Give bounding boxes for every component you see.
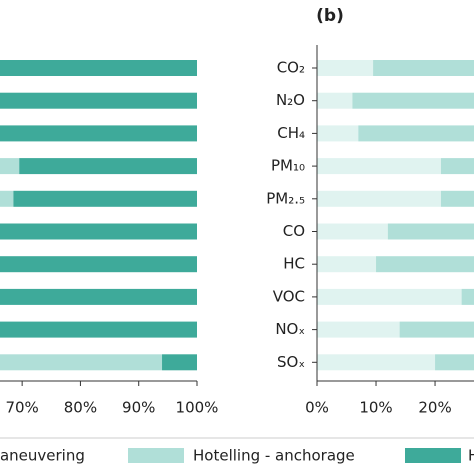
x-tick-label: 100% (176, 399, 219, 417)
y-tick-label: PM₂.₅ (266, 189, 305, 207)
y-tick-label: N₂O (276, 91, 305, 109)
x-tick-label: 80% (64, 399, 97, 417)
bar-segment (399, 321, 474, 338)
bar-segment (317, 321, 400, 338)
bar-segment (0, 190, 14, 207)
bar-segment (0, 354, 163, 371)
bar-segment (317, 190, 441, 207)
legend-label: Hotelling (468, 447, 474, 465)
legend-swatch (128, 448, 184, 463)
bar-segment (317, 158, 441, 175)
panel-a-bars (0, 60, 197, 371)
bar-segment (162, 354, 197, 371)
bar-segment (19, 158, 197, 175)
bar-segment (317, 223, 388, 240)
bar-segment (317, 288, 462, 305)
x-tick-label: 10% (359, 399, 392, 417)
y-tick-label: CO (283, 222, 305, 240)
bar-segment (0, 158, 20, 175)
bar-segment (358, 125, 474, 142)
y-tick-label: HC (283, 255, 305, 273)
bar-segment (461, 288, 474, 305)
panel-b-bars (317, 60, 474, 371)
bar-segment (0, 60, 197, 76)
bar-segment (317, 60, 374, 76)
bar-segment (440, 158, 474, 175)
y-tick-label: VOC (273, 287, 305, 305)
bar-segment (317, 92, 353, 109)
bar-segment (317, 256, 377, 273)
bar-segment (387, 223, 474, 240)
legend-label: Hotelling - anchorage (193, 447, 355, 465)
bar-segment (13, 190, 197, 207)
bar-segment (376, 256, 474, 273)
legend-label: Maneuvering (0, 447, 85, 465)
bar-segment (0, 256, 197, 273)
panel-title: (b) (316, 6, 344, 26)
y-tick-label: CH₄ (277, 124, 305, 142)
x-tick-label: 90% (122, 399, 155, 417)
bar-segment (0, 321, 197, 338)
bar-segment (440, 190, 474, 207)
y-tick-label: SOₓ (277, 353, 305, 371)
bar-segment (373, 60, 474, 76)
bar-segment (435, 354, 474, 371)
bar-segment (352, 92, 474, 109)
bar-segment (0, 223, 197, 240)
x-tick-label: 20% (418, 399, 451, 417)
x-tick-label: 0% (305, 399, 329, 417)
bar-segment (317, 354, 436, 371)
y-tick-label: PM₁₀ (271, 157, 305, 175)
bar-segment (317, 125, 359, 142)
bar-segment (0, 92, 197, 109)
legend-swatch (405, 448, 461, 463)
y-tick-label: CO₂ (277, 59, 305, 77)
legend-box (0, 437, 474, 439)
y-tick-label: NOₓ (275, 320, 305, 338)
bar-segment (0, 288, 197, 305)
x-tick-label: 70% (5, 399, 38, 417)
bar-segment (0, 125, 197, 142)
